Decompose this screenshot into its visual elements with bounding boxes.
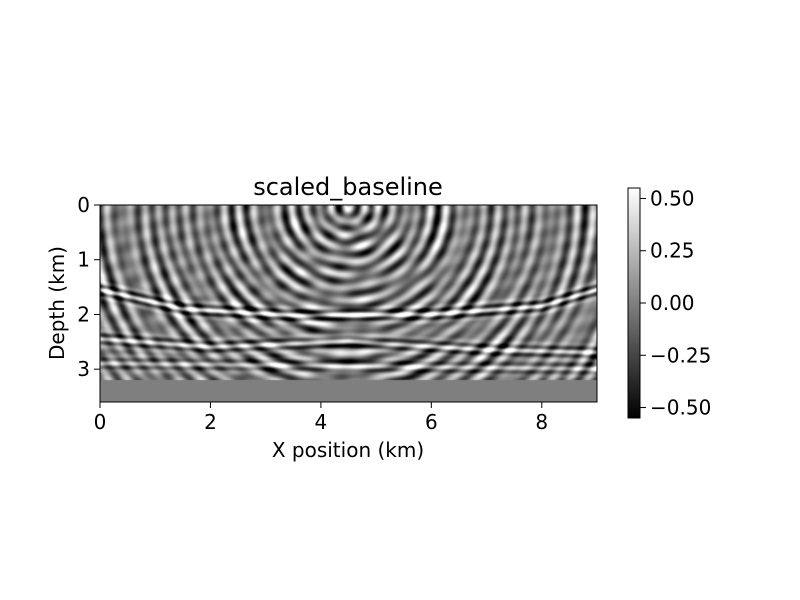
y-tick-label: 0 (77, 193, 90, 217)
colorbar-tick-label: 0.50 (650, 186, 695, 210)
colorbar-tick-label: −0.25 (650, 343, 711, 367)
colorbar-axis: 0.50 0.25 0.00 −0.25 −0.50 (640, 186, 711, 420)
colorbar-tick-label: −0.50 (650, 396, 711, 420)
y-tick-label: 3 (77, 357, 90, 381)
x-tick-label: 0 (94, 410, 107, 434)
heatmap-area (100, 205, 597, 402)
x-axis: 0 2 4 6 8 (94, 402, 548, 434)
colorbar-tick-label: 0.00 (650, 291, 695, 315)
y-tick-label: 2 (77, 302, 90, 326)
colorbar (627, 187, 641, 419)
x-tick-label: 2 (204, 410, 217, 434)
x-tick-label: 8 (535, 410, 548, 434)
y-tick-label: 1 (77, 248, 90, 272)
x-axis-label: X position (km) (272, 438, 424, 462)
x-tick-label: 6 (425, 410, 438, 434)
plot-frame (99, 204, 598, 403)
seismic-image (100, 205, 597, 402)
x-tick-label: 4 (315, 410, 328, 434)
y-axis-label: Depth (km) (45, 246, 69, 360)
y-axis: 0 1 2 3 (77, 193, 100, 381)
chart-title: scaled_baseline (253, 173, 443, 201)
colorbar-tick-label: 0.25 (650, 239, 695, 263)
